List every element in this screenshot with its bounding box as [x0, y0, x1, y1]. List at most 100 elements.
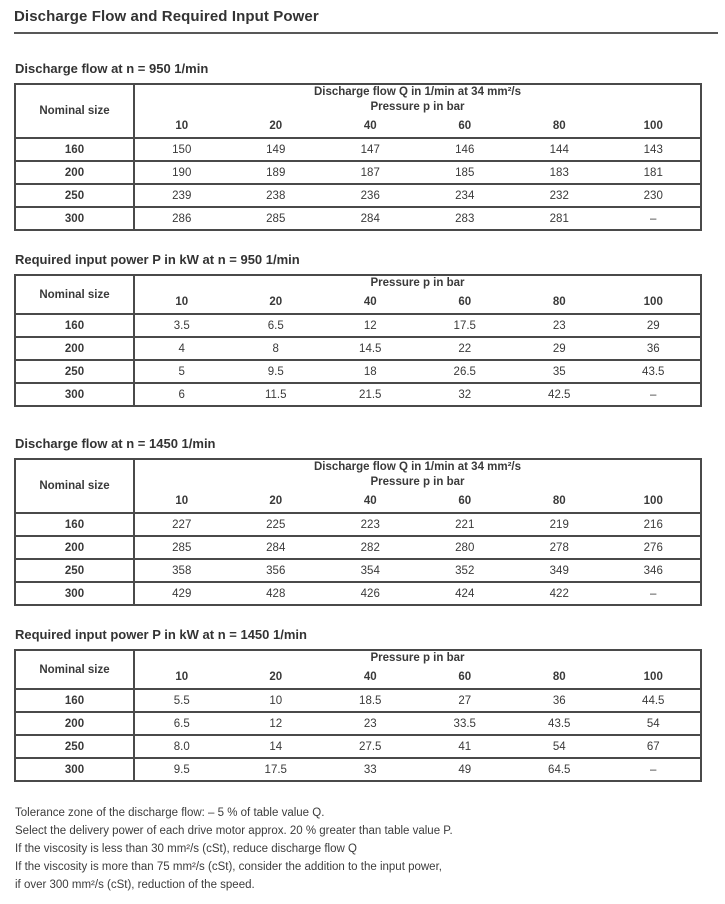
value-cell: 181 [643, 166, 663, 179]
value-cell: 190 [172, 166, 192, 179]
row-header-size: 250 [15, 184, 135, 207]
note-tolerance: Tolerance zone of the discharge flow: – … [15, 807, 325, 819]
value-cell: 146 [455, 143, 475, 156]
pressure-column-header: 10 [175, 296, 189, 308]
title-divider [14, 32, 718, 34]
value-cell: 428 [266, 587, 286, 600]
value-cell: 225 [266, 518, 286, 531]
value-cell: 429 [172, 587, 192, 600]
corner-header-nominal-size: Nominal size [15, 459, 135, 513]
value-cell: 283 [455, 212, 475, 225]
value-cell: 239 [172, 189, 192, 202]
table-body: 160 5.5 10 18.5 27 36 44.5 200 6.5 12 23 33.5 43.5 54… [15, 689, 701, 781]
header-row-pressures: 10 20 40 60 80 100 [15, 490, 701, 513]
value-cell: 17.5 [453, 319, 476, 332]
table-row: 160 3.5 6.5 12 17.5 23 29 [15, 314, 701, 337]
value-cell: 29 [646, 319, 660, 332]
value-cell: 356 [266, 564, 286, 577]
value-cell: 232 [549, 189, 569, 202]
pressure-column-header: 100 [643, 296, 663, 308]
table-row: 160 5.5 10 18.5 27 36 44.5 [15, 689, 701, 712]
value-cell: 33.5 [453, 717, 476, 730]
value-cell: 64.5 [548, 763, 571, 776]
table-body: 160 227 225 223 221 219 216 200 285 284 282 280 278 2… [15, 513, 701, 605]
value-cell: 44.5 [642, 694, 665, 707]
value-cell: – [650, 388, 657, 401]
value-cell: 8.0 [173, 740, 190, 753]
value-cell: – [650, 212, 657, 225]
table-row: 160 150 149 147 146 144 143 [15, 138, 701, 161]
table-discharge-flow-1450: Nominal size Discharge flow Q in 1/min at… [14, 458, 702, 606]
column-group-header: Discharge flow Q in 1/min at 34 mm²/s Pre… [134, 84, 701, 115]
table-row: 250 5 9.5 18 26.5 35 43.5 [15, 360, 701, 383]
value-cell: 5.5 [173, 694, 190, 707]
value-cell: 6.5 [267, 319, 284, 332]
pressure-column-header: 10 [175, 671, 189, 683]
value-cell: 36 [646, 342, 660, 355]
header-row-group: Nominal size Pressure p in bar [15, 650, 701, 689]
value-cell: 5 [178, 365, 185, 378]
section-heading-power-1450: Required input power P in kW at n = 1450… [15, 627, 307, 642]
pressure-column-header: 60 [458, 671, 472, 683]
pressure-column-header: 20 [269, 120, 283, 132]
value-cell: 227 [172, 518, 192, 531]
note-viscosity-high: If the viscosity is more than 75 mm²/s (… [15, 861, 442, 873]
value-cell: 22 [458, 342, 472, 355]
table-row: 300 286 285 284 283 281 – [15, 207, 701, 230]
pressure-column-header: 80 [552, 296, 566, 308]
footnotes: Tolerance zone of the discharge flow: – … [15, 804, 718, 894]
pressure-column-header: 40 [363, 296, 377, 308]
pressure-column-header: 40 [363, 671, 377, 683]
table-row: 160 227 225 223 221 219 216 [15, 513, 701, 536]
table-header: Nominal size Discharge flow Q in 1/min at… [15, 84, 701, 138]
value-cell: 27 [458, 694, 472, 707]
table-body: 160 3.5 6.5 12 17.5 23 29 200 4 8 14.5 22 29 36 250 5 9.… [15, 314, 701, 406]
corner-header-nominal-size: Nominal size [15, 275, 135, 314]
value-cell: – [650, 763, 657, 776]
column-group-header-line: Pressure p in bar [370, 476, 465, 488]
value-cell: 3.5 [173, 319, 190, 332]
value-cell: 54 [552, 740, 566, 753]
value-cell: 23 [552, 319, 566, 332]
table-row: 300 6 11.5 21.5 32 42.5 – [15, 383, 701, 406]
column-group-header-line: Pressure p in bar [370, 652, 465, 664]
value-cell: 223 [360, 518, 380, 531]
header-row-group: Nominal size Discharge flow Q in 1/min at… [15, 459, 701, 513]
table-row: 250 239 238 236 234 232 230 [15, 184, 701, 207]
pressure-column-header: 10 [175, 120, 189, 132]
pressure-column-header: 60 [458, 120, 472, 132]
header-row-pressures: 10 20 40 60 80 100 [15, 115, 701, 138]
value-cell: 12 [363, 319, 377, 332]
row-header-size: 300 [15, 383, 135, 406]
pressure-column-header: 60 [458, 296, 472, 308]
note-viscosity-low: If the viscosity is less than 30 mm²/s (… [15, 843, 357, 855]
value-cell: 285 [172, 541, 192, 554]
value-cell: 4 [178, 342, 185, 355]
value-cell: 281 [549, 212, 569, 225]
value-cell: 29 [552, 342, 566, 355]
table-row: 200 190 189 187 185 183 181 [15, 161, 701, 184]
table-row: 250 358 356 354 352 349 346 [15, 559, 701, 582]
row-header-size: 300 [15, 582, 135, 605]
value-cell: 424 [455, 587, 475, 600]
table-row: 300 429 428 426 424 422 – [15, 582, 701, 605]
value-cell: 27.5 [359, 740, 382, 753]
column-group-header: Pressure p in bar [134, 275, 701, 291]
pressure-column-header: 20 [269, 296, 283, 308]
header-row-pressures: 10 20 40 60 80 100 [15, 291, 701, 314]
value-cell: 67 [646, 740, 660, 753]
value-cell: 284 [266, 541, 286, 554]
row-header-size: 200 [15, 712, 135, 735]
value-cell: 349 [549, 564, 569, 577]
value-cell: 36 [552, 694, 566, 707]
page-title: Discharge Flow and Required Input Power [14, 8, 319, 25]
note-delivery-power: Select the delivery power of each drive … [15, 825, 453, 837]
column-group-header: Discharge flow Q in 1/min at 34 mm²/s Pre… [134, 459, 701, 490]
value-cell: 187 [360, 166, 380, 179]
note-viscosity-over: if over 300 mm²/s (cSt), reduction of th… [15, 879, 255, 891]
column-group-header-line: Pressure p in bar [370, 277, 465, 289]
value-cell: 43.5 [642, 365, 665, 378]
pressure-column-header: 20 [269, 495, 283, 507]
table-body: 160 150 149 147 146 144 143 200 190 189 187 185 183 1… [15, 138, 701, 230]
